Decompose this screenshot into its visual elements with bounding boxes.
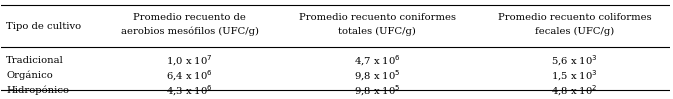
Text: 1,0 x 10$^7$: 1,0 x 10$^7$: [166, 53, 213, 68]
Text: 1,5 x 10$^3$: 1,5 x 10$^3$: [551, 68, 598, 83]
Text: 4,8 x 10$^2$: 4,8 x 10$^2$: [551, 83, 598, 98]
Text: Promedio recuento coliformes: Promedio recuento coliformes: [497, 13, 651, 22]
Text: 5,6 x 10$^3$: 5,6 x 10$^3$: [551, 53, 598, 68]
Text: 9,8 x 10$^5$: 9,8 x 10$^5$: [354, 68, 400, 83]
Text: Promedio recuento de: Promedio recuento de: [133, 13, 246, 22]
Text: Tipo de cultivo: Tipo de cultivo: [6, 22, 81, 31]
Text: Orgánico: Orgánico: [6, 71, 52, 80]
Text: 9,8 x 10$^5$: 9,8 x 10$^5$: [354, 83, 400, 98]
Text: Tradicional: Tradicional: [6, 56, 64, 65]
Text: 4,3 x 10$^6$: 4,3 x 10$^6$: [166, 83, 213, 98]
Text: fecales (UFC/g): fecales (UFC/g): [535, 27, 614, 36]
Text: Promedio recuento coniformes: Promedio recuento coniformes: [299, 13, 456, 22]
Text: 6,4 x 10$^6$: 6,4 x 10$^6$: [166, 68, 213, 83]
Text: totales (UFC/g): totales (UFC/g): [338, 27, 416, 36]
Text: Hidropónico: Hidropónico: [6, 86, 69, 95]
Text: aerobios mesófilos (UFC/g): aerobios mesófilos (UFC/g): [120, 27, 258, 36]
Text: 4,7 x 10$^6$: 4,7 x 10$^6$: [354, 53, 400, 68]
